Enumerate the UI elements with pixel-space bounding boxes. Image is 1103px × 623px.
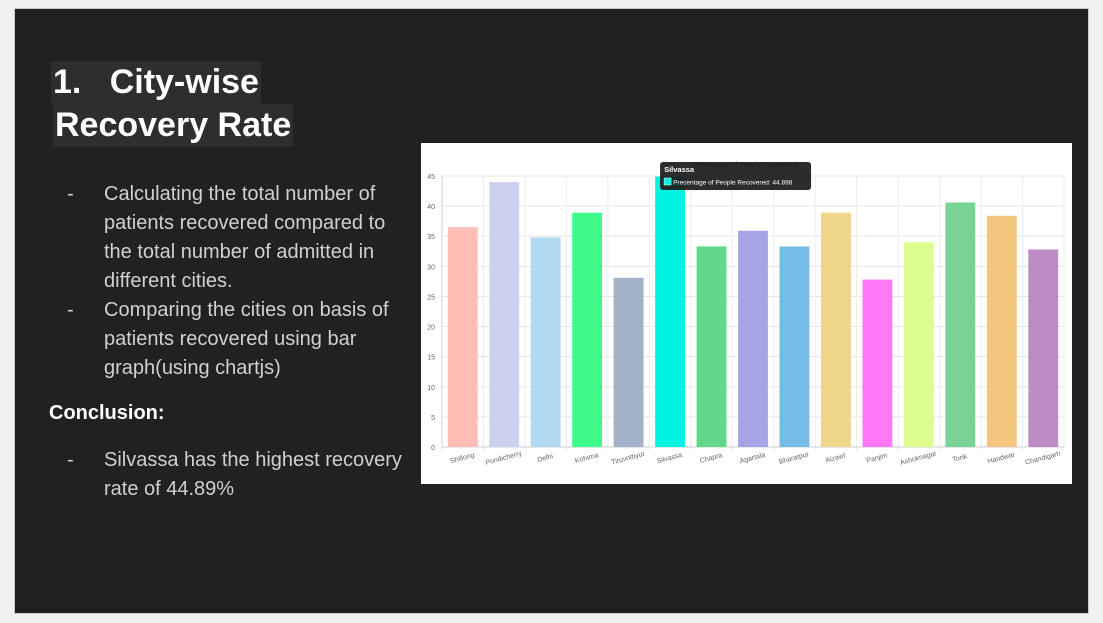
tooltip-box [660,162,812,190]
x-tick-label: Bharatpur [778,451,810,466]
y-tick-label: 30 [427,264,435,271]
x-tick-label: Chapra [699,452,723,465]
bar-haridwar [986,215,1017,447]
method-bullet-list: - Calculating the total number of patient… [67,180,412,383]
x-tick-label: Panjim [866,452,889,464]
tooltip-label: Precentage of People Recovered: 44.898 [673,180,793,187]
bar-silvassa [655,176,685,447]
bar-panjim [862,279,893,447]
y-tick-label: 20 [427,325,435,332]
bullet-text: Calculating the total number of patients… [104,183,386,292]
bullet-text: Comparing the cities on basis of patient… [104,299,389,379]
recovery-bar-chart: Percentage of People Recovered0510152025… [421,143,1072,484]
x-tick-label: Chandigarh [1024,450,1061,466]
bar-bharatpur [779,246,810,447]
title-line-2: Recovery Rate [53,104,294,147]
bar-agartala [738,230,768,447]
x-tick-label: Delhi [537,453,555,464]
bar-tiruvottiyur [613,277,644,447]
y-tick-label: 25 [427,294,435,301]
bullet-dash: - [67,183,74,205]
bar-aizawl [821,212,851,447]
bar-shillong [447,227,478,447]
list-item: - Silvassa has the highest recovery rate … [67,446,412,504]
x-tick-label: Kohima [574,452,599,465]
conclusion-bullet-list: - Silvassa has the highest recovery rate … [67,446,412,504]
bullet-text: Silvassa has the highest recovery rate o… [104,449,402,500]
conclusion-heading: Conclusion: [49,402,165,424]
list-item: - Calculating the total number of patient… [67,180,412,296]
x-tick-label: Haridwar [987,451,1017,465]
x-tick-label: Tonk [952,453,969,464]
x-tick-label: Silvassa [656,452,683,466]
bar-kohima [572,212,603,447]
title-line-1: 1. City-wise [51,61,261,104]
x-tick-label: Aizawl [825,452,847,464]
bar-delhi [530,237,561,447]
bar-pondicherry [489,182,520,447]
y-tick-label: 5 [431,415,435,422]
y-tick-label: 40 [427,204,435,211]
x-tick-label: Agartala [739,452,766,466]
slide: 1. City-wise Recovery Rate - Calculating … [14,8,1089,614]
x-tick-label: Shillong [449,452,475,465]
y-tick-label: 35 [427,234,435,241]
x-tick-label: Ashoknagar [900,450,939,467]
bullet-dash: - [67,299,74,321]
x-tick-label: Tiruvottiyur [611,451,647,467]
tooltip-title: Silvassa [664,165,695,174]
y-tick-label: 0 [431,445,435,452]
y-tick-label: 45 [427,174,435,181]
bar-ashoknagar [903,242,934,447]
slide-title: 1. City-wise Recovery Rate [51,61,294,147]
x-tick-label: Pondicherry [485,450,523,467]
y-tick-label: 10 [427,385,435,392]
bar-chandigarh [1028,249,1059,447]
bullet-dash: - [67,449,74,471]
y-tick-label: 15 [427,355,435,362]
tooltip-swatch [663,177,672,186]
list-item: - Comparing the cities on basis of patien… [67,296,412,383]
bar-tonk [945,202,976,447]
bar-chapra [696,246,727,447]
chart-svg: Percentage of People Recovered0510152025… [427,162,1065,467]
